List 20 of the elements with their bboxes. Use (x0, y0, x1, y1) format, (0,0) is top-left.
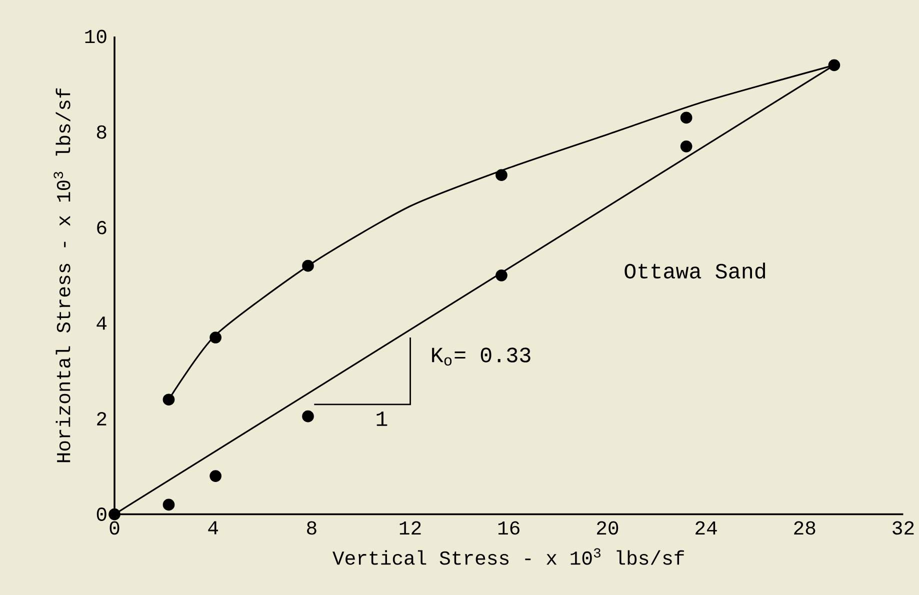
y-tick-label: 8 (96, 125, 106, 139)
y-tick-label: 10 (85, 30, 106, 44)
x-tick-label: 28 (794, 521, 816, 535)
x-tick-label: 12 (400, 521, 421, 534)
x-tick-label: 32 (892, 521, 914, 535)
x-tick-label: 4 (208, 521, 218, 534)
y-tick-label: 6 (97, 220, 106, 234)
x-tick-label: 0 (110, 521, 120, 535)
x-tick-label: 8 (307, 521, 316, 535)
y-tick-label: 2 (97, 412, 106, 426)
x-tick-label: 24 (696, 521, 717, 534)
y-axis-title: Horizontal Stress - x 10$^{3}$ lbs/sf (54, 88, 70, 462)
x-tick-label: 20 (596, 521, 618, 535)
x-tick-label: 16 (498, 521, 520, 535)
y-tick-label: 0 (96, 507, 106, 521)
y-tick-label: 4 (96, 316, 107, 330)
annotation: Ottawa Sand (624, 262, 766, 279)
annotation: 1 (376, 411, 388, 426)
x-axis-title: Vertical Stress - x 10$^{3}$ lbs/sf (332, 548, 684, 565)
annotation: K$_{o}$= 0.33 (432, 348, 530, 366)
